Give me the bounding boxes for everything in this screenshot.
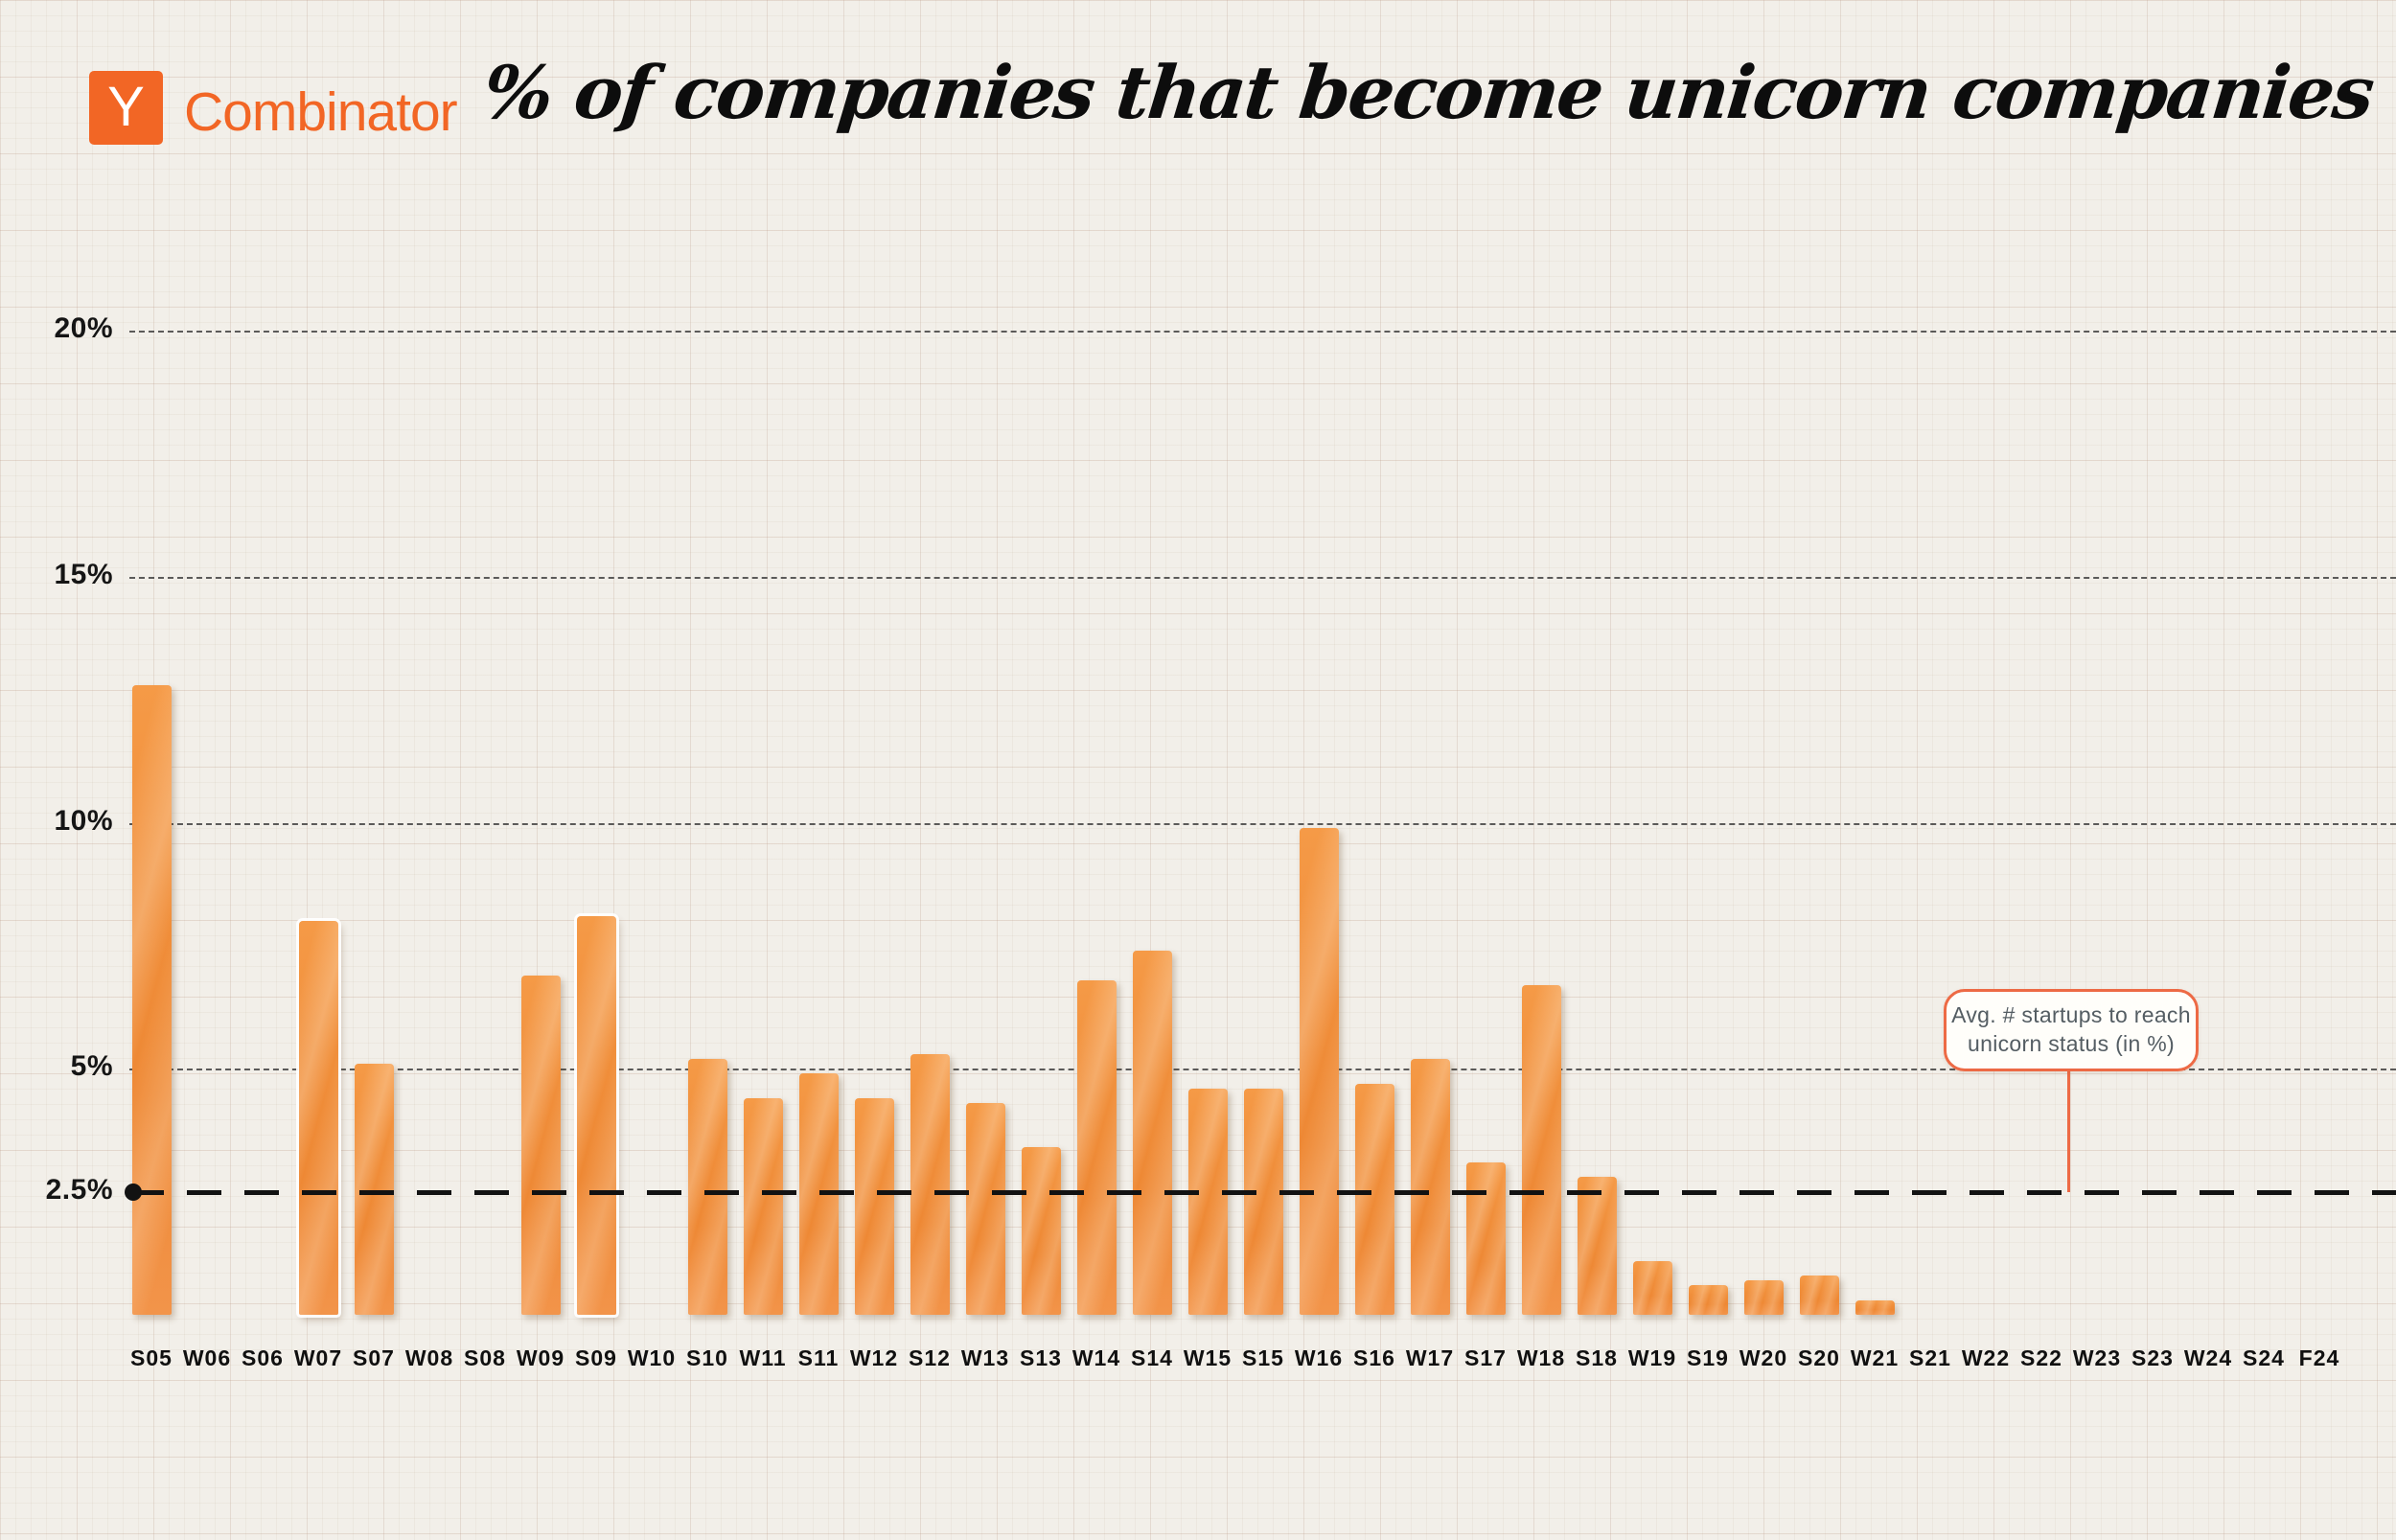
annotation-text-line2: unicorn status (in %) xyxy=(1968,1031,2175,1056)
bar-S12 xyxy=(910,1053,950,1315)
xlabel-W17: W17 xyxy=(1405,1345,1455,1370)
xlabel-W11: W11 xyxy=(739,1345,787,1370)
xlabel-S08: S08 xyxy=(464,1345,506,1370)
xlabel-S17: S17 xyxy=(1464,1345,1507,1370)
xlabel-F24: F24 xyxy=(2298,1345,2340,1370)
xlabel-S22: S22 xyxy=(2020,1345,2062,1370)
xlabel-W13: W13 xyxy=(960,1345,1010,1370)
bar-S07 xyxy=(354,1064,394,1315)
xlabel-W06: W06 xyxy=(182,1345,232,1370)
gridline-20% xyxy=(129,331,2396,333)
xlabel-S13: S13 xyxy=(1020,1345,1062,1370)
xlabel-W10: W10 xyxy=(627,1345,677,1370)
xlabel-S19: S19 xyxy=(1687,1345,1729,1370)
xlabel-S09: S09 xyxy=(575,1345,617,1370)
gridline-15% xyxy=(129,576,2396,579)
xlabel-W09: W09 xyxy=(516,1345,565,1370)
xlabel-S12: S12 xyxy=(909,1345,951,1370)
ytick-2.5pct: 2.5% xyxy=(45,1173,113,1206)
bar-W12 xyxy=(854,1098,894,1315)
xlabel-W19: W19 xyxy=(1627,1345,1677,1370)
bar-S15 xyxy=(1243,1088,1283,1315)
xlabel-W23: W23 xyxy=(2072,1345,2122,1370)
bar-S19 xyxy=(1688,1285,1728,1315)
average-line-start-dot xyxy=(125,1183,142,1201)
xlabel-W16: W16 xyxy=(1294,1345,1344,1370)
bar-S16 xyxy=(1354,1083,1394,1315)
xlabel-W18: W18 xyxy=(1516,1345,1566,1370)
xlabel-S21: S21 xyxy=(1909,1345,1951,1370)
xlabel-W15: W15 xyxy=(1183,1345,1233,1370)
bar-W17 xyxy=(1410,1058,1450,1315)
gridline-10% xyxy=(129,822,2396,825)
xlabel-S20: S20 xyxy=(1798,1345,1840,1370)
ytick-5%: 5% xyxy=(70,1050,113,1083)
bar-S17 xyxy=(1465,1161,1506,1315)
bar-S10 xyxy=(687,1058,727,1315)
xlabel-S24: S24 xyxy=(2243,1345,2285,1370)
chart-title: % of companies that become unicorn compa… xyxy=(479,50,2377,135)
xlabel-S06: S06 xyxy=(242,1345,284,1370)
xlabel-W22: W22 xyxy=(1961,1345,2011,1370)
bar-S09 xyxy=(576,916,616,1315)
bar-W21 xyxy=(1855,1299,1895,1315)
bar-S13 xyxy=(1021,1147,1061,1315)
bar-W11 xyxy=(743,1098,783,1315)
bar-W07 xyxy=(298,921,338,1315)
annotation-box: Avg. # startups to reach unicorn status … xyxy=(1944,989,2199,1071)
xlabel-W24: W24 xyxy=(2183,1345,2233,1370)
annotation-text-line1: Avg. # startups to reach xyxy=(1951,1002,2191,1028)
xlabel-S14: S14 xyxy=(1131,1345,1173,1370)
bar-W13 xyxy=(965,1103,1005,1315)
bar-W18 xyxy=(1521,984,1561,1315)
xlabel-S16: S16 xyxy=(1353,1345,1395,1370)
xlabel-W21: W21 xyxy=(1850,1345,1900,1370)
bar-S14 xyxy=(1132,951,1172,1315)
xlabel-W07: W07 xyxy=(293,1345,343,1370)
xlabel-S15: S15 xyxy=(1242,1345,1284,1370)
xlabel-S10: S10 xyxy=(686,1345,728,1370)
gridline-5% xyxy=(129,1069,2396,1071)
xlabel-S05: S05 xyxy=(130,1345,173,1370)
bar-W16 xyxy=(1299,827,1339,1315)
average-2.5pct-dashed-line xyxy=(129,1189,2396,1195)
xlabel-W08: W08 xyxy=(404,1345,454,1370)
bar-W15 xyxy=(1187,1088,1228,1315)
brand-wordmark: Combinator xyxy=(184,81,458,143)
bar-W14 xyxy=(1076,979,1117,1315)
xlabel-W12: W12 xyxy=(849,1345,899,1370)
logo-letter: Y xyxy=(107,76,145,138)
xlabel-W20: W20 xyxy=(1739,1345,1788,1370)
ytick-15%: 15% xyxy=(54,558,113,590)
bar-S18 xyxy=(1577,1177,1617,1315)
xlabel-S23: S23 xyxy=(2131,1345,2174,1370)
bar-S05 xyxy=(131,684,172,1315)
bar-W09 xyxy=(520,975,561,1315)
xlabel-S18: S18 xyxy=(1576,1345,1618,1370)
ytick-20%: 20% xyxy=(54,312,113,344)
xlabel-W14: W14 xyxy=(1071,1345,1121,1370)
xlabel-S11: S11 xyxy=(797,1345,840,1370)
bar-W19 xyxy=(1632,1260,1672,1315)
bar-W20 xyxy=(1743,1280,1784,1315)
ytick-10%: 10% xyxy=(54,804,113,837)
header: Y Combinator % of companies that become … xyxy=(0,0,2396,182)
xlabel-S07: S07 xyxy=(353,1345,395,1370)
bar-S20 xyxy=(1799,1275,1839,1315)
y-combinator-logo-icon: Y xyxy=(89,71,163,145)
annotation-callout-line xyxy=(2067,1071,2070,1192)
